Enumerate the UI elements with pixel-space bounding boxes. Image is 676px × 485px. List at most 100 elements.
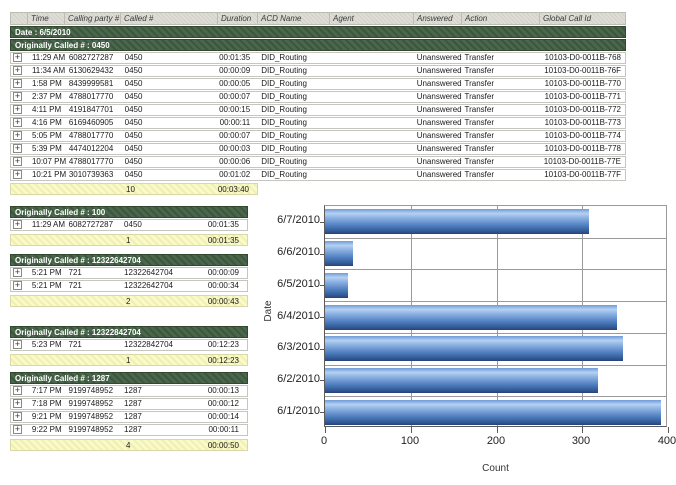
table-row[interactable]: +5:21 PM 721 12322642704 00:00:09 bbox=[10, 267, 248, 279]
expand-icon[interactable]: + bbox=[13, 281, 22, 290]
expand-icon[interactable]: + bbox=[13, 340, 22, 349]
cell-called: 0450 bbox=[124, 220, 142, 229]
cell-answered: Unanswered bbox=[416, 53, 462, 62]
expand-icon[interactable]: + bbox=[13, 220, 22, 229]
table-row[interactable]: +11:29 AM 6082727287 0450 00:01:35 DID_Routi… bbox=[10, 52, 626, 64]
cell-global-call-id: 10103-D0-0011B-773 bbox=[544, 118, 621, 127]
called-group-band: Originally Called # : 0450 bbox=[10, 39, 626, 51]
cell-duration: 00:00:03 bbox=[219, 144, 251, 153]
cell-duration: 00:00:12 bbox=[207, 399, 239, 408]
cell-calling-party: 6082727287 bbox=[68, 220, 114, 229]
expand-icon[interactable]: + bbox=[13, 79, 22, 88]
cell-calling-party: 6169460905 bbox=[68, 118, 114, 127]
cell-called: 0450 bbox=[124, 170, 143, 179]
cell-global-call-id: 10103-D0-0011B-76F bbox=[544, 66, 621, 75]
cell-duration: 00:00:13 bbox=[207, 386, 239, 395]
cell-time: 7:17 PM bbox=[31, 386, 62, 395]
header-cell-global-call-id: Global Call Id bbox=[540, 12, 626, 25]
table-row[interactable]: +5:39 PM 4474012204 0450 00:00:03 DID_Routin… bbox=[10, 143, 626, 155]
group-summary-row: 2 00:00:43 bbox=[10, 295, 248, 307]
chart-category-labels: 6/7/2010 6/6/2010 6/5/2010 6/4/2010 6/3/2010… bbox=[266, 205, 322, 427]
table-row[interactable]: +4:16 PM 6169460905 0450 00:00:11 DID_Routin… bbox=[10, 117, 626, 129]
table-row[interactable]: +5:21 PM 721 12322642704 00:00:34 bbox=[10, 280, 248, 292]
cell-time: 9:22 PM bbox=[31, 425, 62, 434]
category-label: 6/1/2010 bbox=[277, 405, 320, 417]
expand-icon[interactable]: + bbox=[13, 144, 22, 153]
cell-answered: Unanswered bbox=[416, 79, 462, 88]
cell-called: 1287 bbox=[124, 425, 142, 434]
expand-cell: + bbox=[11, 281, 29, 291]
date-group-band: Date : 6/5/2010 bbox=[10, 26, 626, 38]
table-row[interactable]: +2:37 PM 4788017770 0450 00:00:07 DID_Routin… bbox=[10, 91, 626, 103]
table-row[interactable]: +5:05 PM 4788017770 0450 00:00:07 DID_Routin… bbox=[10, 130, 626, 142]
expand-icon[interactable]: + bbox=[13, 131, 22, 140]
summary-count: 4 bbox=[126, 441, 131, 450]
gridline-horizontal bbox=[325, 333, 666, 334]
category-tick-mark bbox=[320, 380, 325, 381]
gridline-horizontal bbox=[325, 365, 666, 366]
cell-answered: Unanswered bbox=[416, 92, 462, 101]
category-label: 6/7/2010 bbox=[277, 214, 320, 226]
expand-icon[interactable]: + bbox=[13, 66, 22, 75]
table-row[interactable]: +10:21 PM 3010739363 0450 00:01:02 DID_Routi… bbox=[10, 169, 626, 181]
cell-time: 5:23 PM bbox=[31, 340, 62, 349]
expand-icon[interactable]: + bbox=[13, 92, 22, 101]
gridline-horizontal bbox=[325, 396, 666, 397]
expand-icon[interactable]: + bbox=[13, 170, 22, 179]
section-body: +5:21 PM 721 12322642704 00:00:09 +5:21 PM 72… bbox=[10, 267, 248, 292]
expand-icon[interactable]: + bbox=[13, 399, 22, 408]
date-group-label: Date : 6/5/2010 bbox=[15, 28, 71, 37]
x-tick-mark bbox=[668, 427, 669, 433]
chart-y-axis-title: Date bbox=[263, 300, 274, 322]
cell-duration: 00:00:09 bbox=[207, 268, 239, 277]
cell-action: Transfer bbox=[464, 66, 495, 75]
table-row[interactable]: +7:17 PM 9199748952 1287 00:00:13 bbox=[10, 385, 248, 397]
table-row[interactable]: +11:34 AM 6130629432 0450 00:00:09 DID_Routi… bbox=[10, 65, 626, 77]
cell-time: 11:29 AM bbox=[31, 53, 66, 62]
expand-icon[interactable]: + bbox=[13, 118, 22, 127]
table-row[interactable]: +9:21 PM 9199748952 1287 00:00:14 bbox=[10, 411, 248, 423]
header-cell-expand bbox=[10, 12, 28, 25]
table-row[interactable]: +9:22 PM 9199748952 1287 00:00:11 bbox=[10, 424, 248, 436]
expand-icon[interactable]: + bbox=[13, 412, 22, 421]
table-row[interactable]: +5:23 PM 721 12322842704 00:12:23 bbox=[10, 339, 248, 351]
table-body: +11:29 AM 6082727287 0450 00:01:35 DID_Routi… bbox=[10, 52, 626, 181]
cell-time: 2:37 PM bbox=[31, 92, 62, 101]
table-row[interactable]: +1:58 PM 8439999581 0450 00:00:05 DID_Routin… bbox=[10, 78, 626, 90]
expand-icon[interactable]: + bbox=[13, 105, 22, 114]
gridline-horizontal bbox=[325, 301, 666, 302]
cell-global-call-id: 10103-D0-0011B-774 bbox=[544, 131, 621, 140]
expand-icon[interactable]: + bbox=[13, 386, 22, 395]
cell-acd-name: DID_Routing bbox=[261, 53, 308, 62]
table-header: Time Calling party # Called # Duration ACD N… bbox=[10, 12, 626, 25]
cell-action: Transfer bbox=[464, 53, 495, 62]
table-row[interactable]: +4:11 PM 4191847701 0450 00:00:15 DID_Routin… bbox=[10, 104, 626, 116]
cell-called: 1287 bbox=[124, 386, 142, 395]
cell-called: 0450 bbox=[124, 92, 143, 101]
table-row[interactable]: +10:07 PM 4788017770 0450 00:00:06 DID_Routi… bbox=[10, 156, 626, 168]
expand-icon[interactable]: + bbox=[13, 425, 22, 434]
section-group-band: Originally Called # : 12322642704 bbox=[10, 254, 248, 266]
cell-acd-name: DID_Routing bbox=[261, 118, 308, 127]
cell-agent bbox=[330, 144, 414, 154]
cell-duration: 00:00:07 bbox=[219, 92, 251, 101]
cell-called: 0450 bbox=[124, 118, 143, 127]
cell-called: 1287 bbox=[124, 399, 142, 408]
cell-calling-party: 9199748952 bbox=[68, 386, 114, 395]
expand-icon[interactable]: + bbox=[13, 53, 22, 62]
section-group-band: Originally Called # : 1287 bbox=[10, 372, 248, 384]
x-tick-mark bbox=[325, 427, 326, 433]
cell-called: 0450 bbox=[124, 105, 143, 114]
cell-global-call-id: 10103-D0-0011B-778 bbox=[544, 144, 621, 153]
cell-time: 11:34 AM bbox=[31, 66, 66, 75]
expand-icon[interactable]: + bbox=[13, 157, 22, 166]
x-tick-mark bbox=[411, 427, 412, 433]
expand-icon[interactable]: + bbox=[13, 268, 22, 277]
cell-time: 10:07 PM bbox=[31, 157, 66, 166]
table-row[interactable]: +7:18 PM 9199748952 1287 00:00:12 bbox=[10, 398, 248, 410]
cell-global-call-id: 10103-D0-0011B-768 bbox=[544, 53, 621, 62]
call-detail-table: Time Calling party # Called # Duration ACD N… bbox=[10, 12, 626, 195]
table-row[interactable]: +11:29 AM 6082727287 0450 00:01:35 bbox=[10, 219, 248, 231]
chart-bar bbox=[325, 336, 623, 361]
header-cell-time: Time bbox=[28, 12, 65, 25]
